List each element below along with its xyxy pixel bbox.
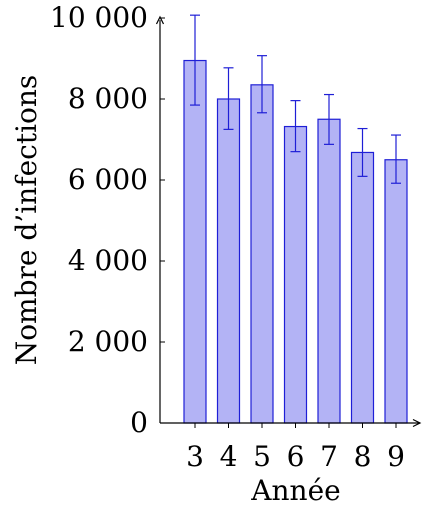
error-bar-3	[190, 14, 200, 106]
y-tick-label: 2 000	[68, 325, 148, 358]
bar-6	[283, 125, 308, 424]
error-bar-4	[223, 67, 234, 130]
x-axis-label: Année	[250, 474, 340, 505]
y-axis-ticks: 0 2 000 4 000 6 000 8 000 10 000	[50, 1, 165, 439]
x-tick-label: 8	[354, 440, 372, 473]
axes	[155, 15, 422, 428]
x-tick-label: 9	[387, 440, 405, 473]
bar-8	[350, 151, 375, 424]
x-tick-label: 7	[320, 440, 338, 473]
y-axis-label: Nombre d’infections	[10, 75, 43, 366]
y-tick-label: 0	[130, 406, 148, 439]
error-bar-8	[357, 127, 368, 177]
error-bar-6	[290, 100, 301, 153]
error-bar-7	[324, 93, 334, 145]
y-tick-label: 8 000	[68, 82, 148, 115]
error-bar-9	[391, 134, 401, 184]
x-tick-label: 6	[287, 440, 305, 473]
bar-4	[216, 98, 241, 424]
x-tick-label: 4	[220, 440, 238, 473]
y-axis-arrow-icon	[155, 15, 165, 25]
y-tick-label: 10 000	[50, 1, 148, 34]
error-bars-group	[190, 14, 401, 184]
x-tick-label: 3	[186, 440, 204, 473]
x-axis-arrow-icon	[412, 418, 422, 428]
error-bar-5	[257, 55, 267, 114]
bar-7	[317, 118, 341, 424]
bar-5	[250, 84, 274, 424]
bar-3	[183, 59, 207, 424]
y-tick-label: 4 000	[68, 244, 148, 277]
x-tick-label: 5	[253, 440, 271, 473]
bar-9	[384, 159, 408, 424]
bars-group	[183, 59, 408, 424]
y-tick-label: 6 000	[68, 163, 148, 196]
